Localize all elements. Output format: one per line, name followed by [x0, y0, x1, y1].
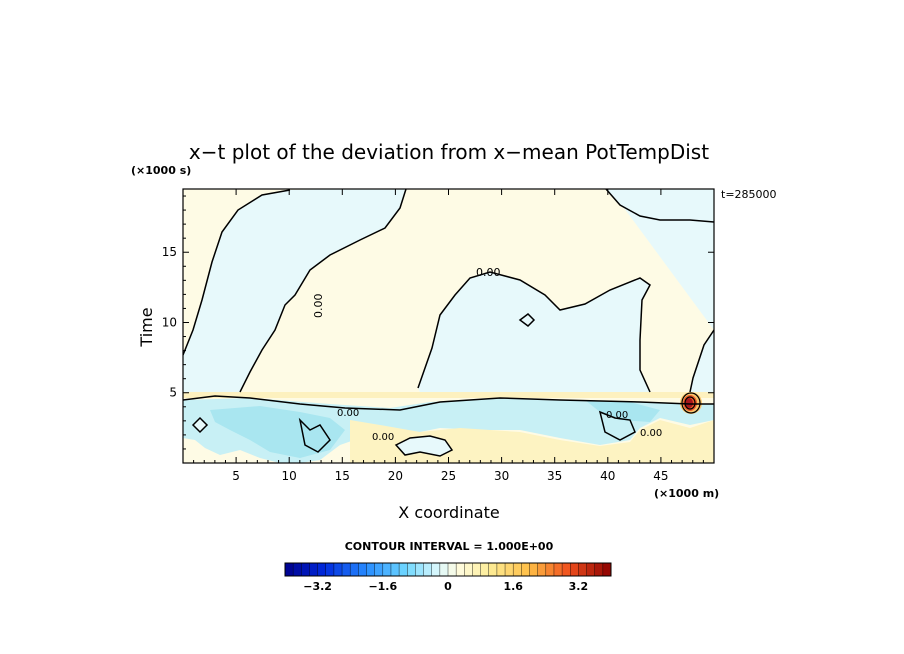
colorbar-frame: [284, 562, 612, 577]
colorbar-cell: [415, 563, 424, 576]
colorbar-cell: [472, 563, 481, 576]
colorbar-cell: [594, 563, 604, 576]
contour-label: 0.00: [312, 294, 325, 319]
contour-label: 0.00: [337, 408, 359, 419]
contour-label: 0.00: [606, 410, 628, 421]
x-tick-label: 35: [547, 469, 562, 483]
cool-region-strong-2: [585, 400, 660, 422]
y-tick-label: 10: [162, 315, 177, 329]
warm-band: [183, 392, 714, 398]
x-tick-label: 45: [653, 469, 668, 483]
x-tick-label: 15: [335, 469, 350, 483]
colorbar-cell: [285, 563, 294, 576]
colorbar-cell: [350, 563, 359, 576]
colorbar-cell: [545, 563, 555, 576]
colorbar-cell: [374, 563, 384, 576]
contour-lines: [183, 189, 714, 457]
x-tick-label: 25: [441, 469, 456, 483]
colorbar-cell: [309, 563, 318, 576]
colorbar-cell: [496, 563, 506, 576]
colorbar-tick-label: −1.6: [368, 580, 397, 593]
x-tick-label: 20: [388, 469, 403, 483]
colorbar-cell: [537, 563, 547, 576]
colorbar-cell: [529, 563, 538, 576]
chart-title: x−t plot of the deviation from x−mean Po…: [189, 140, 709, 164]
colorbar-cell: [553, 563, 563, 576]
colorbar-cell: [366, 563, 375, 576]
colorbar-cell: [562, 563, 571, 576]
x-tick-label: 5: [232, 469, 240, 483]
colorbar-cell: [464, 563, 473, 576]
colorbar-cell: [317, 563, 327, 576]
colorbar-tick-label: −3.2: [303, 580, 332, 593]
colorbar-ticks: −3.2 −1.6 0 1.6 3.2: [303, 580, 588, 593]
colorbar-cell: [602, 563, 612, 576]
colorbar-tick-label: 0: [444, 580, 452, 593]
cool-region-top-right: [606, 189, 714, 222]
colorbar-cell: [399, 563, 408, 576]
colorbar-cell: [488, 563, 498, 576]
colorbar-cell: [423, 563, 432, 576]
colorbar-cell: [513, 563, 522, 576]
contour-interval: CONTOUR INTERVAL = 1.000E+00: [345, 540, 554, 553]
time-stamp: t=285000: [721, 188, 777, 201]
hot-spot-contours: [681, 392, 701, 414]
colorbar-cell: [301, 563, 310, 576]
y-tick-label: 15: [162, 245, 177, 259]
y-axis-label: Time: [137, 307, 156, 347]
colorbar-cell: [456, 563, 465, 576]
colorbar-cell: [325, 563, 335, 576]
colorbar-cell: [570, 563, 579, 576]
colorbar-cell: [333, 563, 343, 576]
contour-label: 0.00: [372, 432, 394, 443]
cool-region-upper: [183, 189, 405, 392]
x-axis-label: X coordinate: [398, 503, 499, 522]
colorbar-tick-label: 3.2: [569, 580, 589, 593]
colorbar-cell: [293, 563, 302, 576]
colorbar-cell: [578, 563, 587, 576]
cool-region-islands: [193, 418, 452, 456]
colorbar-cell: [407, 563, 416, 576]
colorbar-cell: [382, 563, 392, 576]
colorbar-cell: [358, 563, 367, 576]
colorbar-cell: [480, 563, 490, 576]
x-tick-label: 40: [600, 469, 615, 483]
cool-region-strong: [210, 406, 345, 458]
colorbar-cell: [431, 563, 441, 576]
contour-label: 0.00: [640, 428, 662, 439]
x-axis: 5 10 15 20 25 30 35 40 45: [193, 189, 704, 483]
x-axis-unit: (×1000 m): [654, 487, 719, 500]
colorbar-cell: [390, 563, 400, 576]
colorbar-cell: [342, 563, 351, 576]
y-axis-unit: (×1000 s): [131, 164, 191, 177]
colorbar-cell: [586, 563, 595, 576]
colorbar-cell: [439, 563, 449, 576]
colorbar: [284, 563, 612, 576]
y-tick-label: 5: [169, 386, 177, 400]
contour-label: 0.00: [476, 266, 501, 279]
colorbar-cell: [521, 563, 530, 576]
colorbar-cell: [505, 563, 514, 576]
colorbar-cell: [448, 563, 457, 576]
plot-area: 0.00 0.00 0.00 0.00 0.00 0.00: [183, 189, 714, 463]
x-tick-label: 10: [282, 469, 297, 483]
x-tick-label: 30: [494, 469, 509, 483]
colorbar-tick-label: 1.6: [503, 580, 523, 593]
y-axis: 5 10 15: [162, 195, 714, 450]
